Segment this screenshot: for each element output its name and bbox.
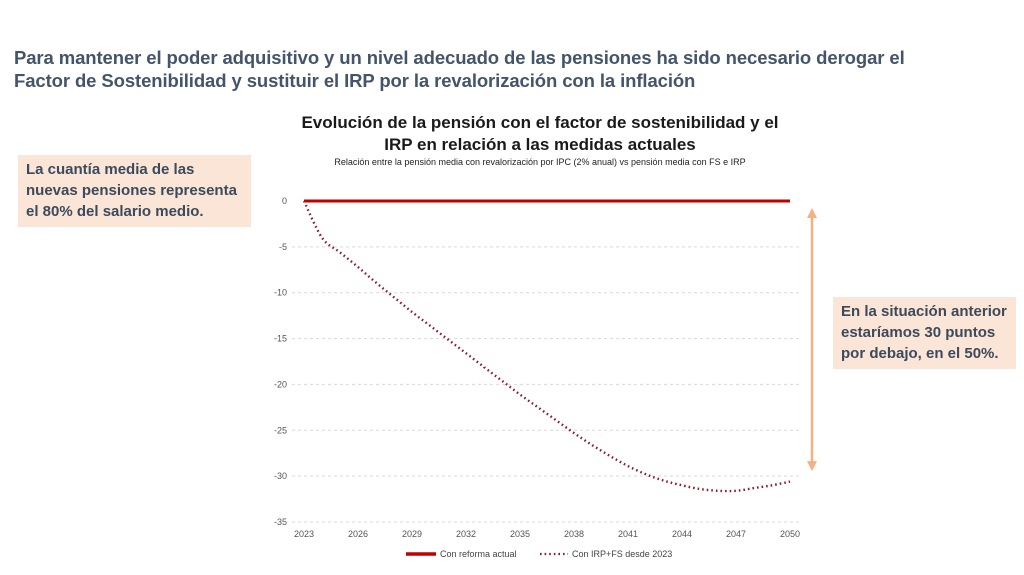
chart-subtitle: Relación entre la pensión media con reva… bbox=[334, 157, 746, 167]
x-tick-label: 2041 bbox=[618, 529, 638, 539]
x-tick-label: 2032 bbox=[456, 529, 476, 539]
y-tick-label: -35 bbox=[274, 517, 287, 527]
grid-lines bbox=[292, 246, 800, 523]
callout-current-pension: La cuantía media de las nuevas pensiones… bbox=[18, 155, 251, 227]
series-group bbox=[302, 199, 791, 493]
legend-label-reforma: Con reforma actual bbox=[440, 549, 517, 559]
callout-right-line-2: estaríamos 30 puntos bbox=[841, 324, 996, 341]
x-tick-label: 2038 bbox=[564, 529, 584, 539]
callout-left-line-3: el 80% del salario medio. bbox=[26, 203, 204, 220]
callout-left-line-2: nuevas pensiones representa bbox=[26, 182, 237, 199]
y-tick-label: -30 bbox=[274, 471, 287, 481]
callout-right-line-3: por debajo, en el 50%. bbox=[841, 345, 999, 362]
legend: Con reforma actual Con IRP+FS desde 2023 bbox=[406, 549, 672, 559]
chart-title-line-1: Evolución de la pensión con el factor de… bbox=[301, 113, 779, 132]
chart-title: Evolución de la pensión con el factor de… bbox=[260, 112, 820, 156]
y-tick-label: -15 bbox=[274, 334, 287, 344]
callout-previous-situation: En la situación anterior estaríamos 30 p… bbox=[833, 297, 1016, 369]
callout-left-line-1: La cuantía media de las bbox=[26, 161, 195, 178]
chart-title-line-2: IRP en relación a las medidas actuales bbox=[384, 135, 696, 154]
y-tick-label: -20 bbox=[274, 379, 287, 389]
x-tick-label: 2047 bbox=[726, 529, 746, 539]
x-tick-label: 2050 bbox=[780, 529, 800, 539]
x-tick-label: 2044 bbox=[672, 529, 692, 539]
headline-line-1: Para mantener el poder adquisitivo y un … bbox=[14, 47, 905, 68]
arrow-up-icon bbox=[807, 208, 817, 218]
y-tick-label: 0 bbox=[282, 196, 287, 206]
headline-line-2: Factor de Sostenibilidad y sustituir el … bbox=[14, 70, 696, 91]
callout-right-line-1: En la situación anterior bbox=[841, 303, 1007, 320]
x-tick-label: 2029 bbox=[402, 529, 422, 539]
y-tick-label: -5 bbox=[279, 242, 287, 252]
x-tick-label: 2035 bbox=[510, 529, 530, 539]
y-tick-label: -25 bbox=[274, 425, 287, 435]
legend-label-irp-fs: Con IRP+FS desde 2023 bbox=[572, 549, 672, 559]
series-line-irp-fs bbox=[302, 200, 791, 493]
x-tick-label: 2023 bbox=[294, 529, 314, 539]
x-tick-label: 2026 bbox=[348, 529, 368, 539]
y-tick-label: -10 bbox=[274, 288, 287, 298]
slide-headline: Para mantener el poder adquisitivo y un … bbox=[14, 46, 1014, 92]
x-axis-ticks: 2023 2026 2029 2032 2035 2038 2041 2044 2047 2050 bbox=[294, 529, 800, 539]
y-axis-ticks: 0 -5 -10 -15 -20 -25 -30 -35 bbox=[274, 196, 287, 527]
annotation-group bbox=[807, 208, 817, 472]
arrow-down-icon bbox=[807, 461, 817, 472]
